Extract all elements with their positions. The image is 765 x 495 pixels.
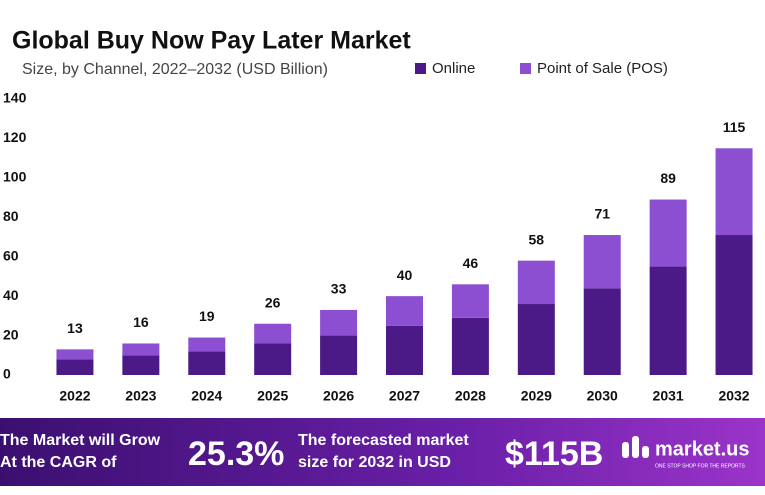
x-tick-label: 2028 [455, 388, 486, 404]
tagline: ONE STOP SHOP FOR THE REPORTS [655, 463, 746, 469]
legend-label: Point of Sale (POS) [537, 60, 668, 77]
y-tick-label: 120 [3, 129, 27, 145]
x-tick-label: 2029 [521, 388, 552, 404]
bar-segment [715, 235, 753, 375]
legend-label: Online [432, 60, 475, 77]
legend-swatch [520, 63, 531, 74]
forecast-value: $115B [505, 435, 603, 473]
y-tick-label: 20 [3, 326, 19, 342]
footer-banner [0, 418, 765, 486]
brand: market.us [655, 438, 750, 460]
x-tick-label: 2032 [718, 388, 749, 404]
bar-segment [320, 335, 358, 375]
total-label: 33 [331, 281, 347, 297]
total-label: 46 [463, 255, 479, 271]
total-label: 71 [594, 206, 610, 222]
bar-segment [451, 284, 489, 318]
total-label: 16 [133, 314, 149, 330]
bar-segment [386, 296, 423, 326]
cagr-text: The Market will Grow [0, 432, 161, 449]
bar-segment [715, 148, 753, 236]
bar-segment [56, 359, 94, 375]
total-label: 115 [723, 119, 746, 135]
y-tick-label: 140 [3, 90, 27, 106]
total-label: 58 [529, 231, 545, 247]
y-tick-label: 80 [3, 208, 19, 224]
bar-segment [517, 260, 555, 305]
x-tick-label: 2022 [59, 388, 90, 404]
bar-segment [122, 343, 160, 356]
total-label: 13 [67, 320, 83, 336]
bar-segment [320, 309, 358, 336]
bar-segment [254, 323, 292, 344]
bar-segment [451, 317, 489, 375]
bar-segment [649, 199, 687, 267]
chart-subtitle: Size, by Channel, 2022–2032 (USD Billion… [22, 61, 328, 78]
x-tick-label: 2030 [587, 388, 618, 404]
legend-swatch [415, 63, 426, 74]
bar-segment [56, 349, 94, 360]
bar-segment [583, 288, 621, 375]
bar-segment [583, 235, 621, 289]
y-tick-label: 100 [3, 169, 27, 185]
x-tick-label: 2024 [191, 388, 222, 404]
total-label: 89 [660, 170, 676, 186]
y-tick-label: 40 [3, 287, 19, 303]
total-label: 40 [397, 267, 413, 283]
bar-segment [254, 343, 292, 375]
bar-segment [649, 266, 687, 375]
x-tick-label: 2026 [323, 388, 354, 404]
x-tick-label: 2031 [653, 388, 684, 404]
total-label: 19 [199, 308, 215, 324]
cagr-text: At the CAGR of [0, 454, 117, 471]
chart-title: Global Buy Now Pay Later Market [12, 27, 411, 55]
cagr-value: 25.3% [188, 435, 284, 473]
x-tick-label: 2025 [257, 388, 288, 404]
forecast-text: The forecasted market [298, 432, 469, 449]
forecast-text: size for 2032 in USD [298, 454, 451, 471]
y-tick-label: 60 [3, 247, 19, 263]
total-label: 26 [265, 294, 281, 310]
y-tick-label: 0 [3, 366, 11, 382]
bar-segment [122, 355, 160, 375]
bar-segment [517, 304, 555, 375]
bar-segment [188, 351, 226, 375]
brand-logo [622, 436, 649, 458]
x-tick-label: 2027 [389, 388, 420, 404]
bar-segment [386, 325, 423, 375]
x-tick-label: 2023 [125, 388, 156, 404]
bar-segment [188, 337, 226, 352]
